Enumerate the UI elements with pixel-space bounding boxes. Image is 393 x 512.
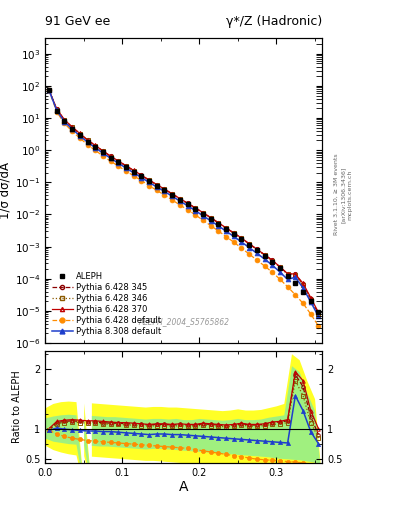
Y-axis label: Ratio to ALEPH: Ratio to ALEPH — [12, 371, 22, 443]
Text: ALEPH_2004_S5765862: ALEPH_2004_S5765862 — [138, 317, 229, 326]
X-axis label: A: A — [179, 480, 189, 494]
Y-axis label: 1/σ dσ/dA: 1/σ dσ/dA — [0, 162, 12, 219]
Text: γ*/Z (Hadronic): γ*/Z (Hadronic) — [226, 15, 322, 28]
Text: Rivet 3.1.10, ≥ 3M events: Rivet 3.1.10, ≥ 3M events — [334, 154, 338, 236]
Text: [arXiv:1306.3436]: [arXiv:1306.3436] — [341, 166, 345, 223]
Text: 91 GeV ee: 91 GeV ee — [45, 15, 110, 28]
Text: mcplots.cern.ch: mcplots.cern.ch — [348, 169, 353, 220]
Legend: ALEPH, Pythia 6.428 345, Pythia 6.428 346, Pythia 6.428 370, Pythia 6.428 defaul: ALEPH, Pythia 6.428 345, Pythia 6.428 34… — [50, 269, 164, 339]
